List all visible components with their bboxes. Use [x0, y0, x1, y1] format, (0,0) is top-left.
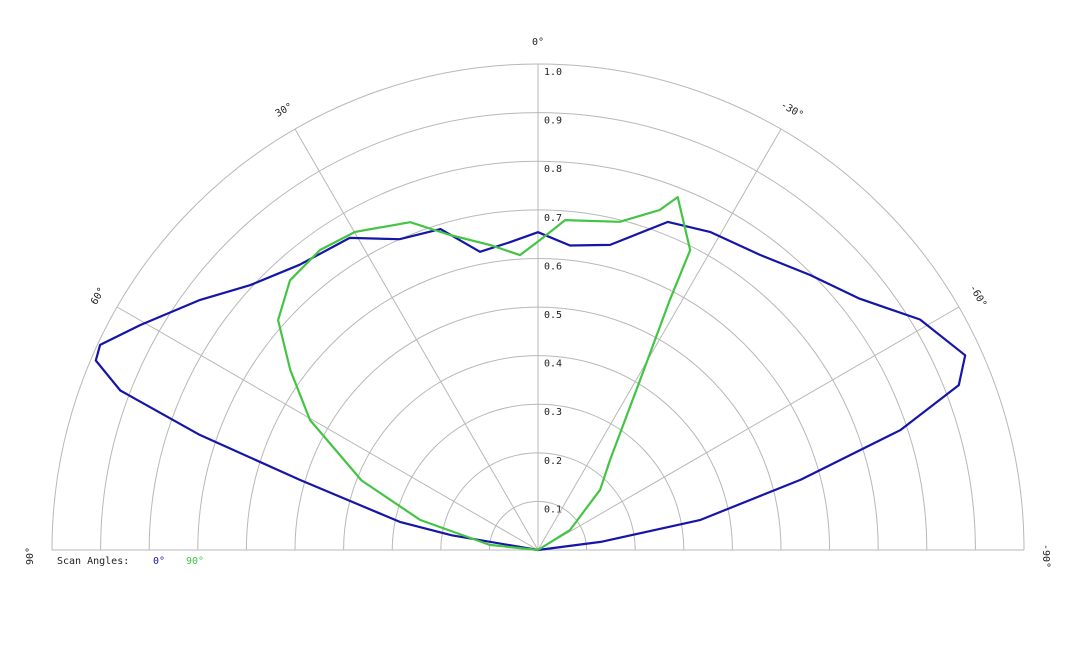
r-tick-label: 0.9 [544, 116, 562, 127]
theta-tick-label: -30° [779, 100, 805, 122]
r-tick-label: 0.1 [544, 504, 562, 515]
theta-tick-label: -60° [967, 283, 989, 309]
r-tick-label: 1.0 [544, 67, 562, 78]
grid-spoke [537, 306, 960, 551]
r-tick-label: 0.3 [544, 407, 562, 418]
grid-spoke [294, 128, 539, 551]
r-tick-label: 0.7 [544, 213, 562, 224]
series-line [277, 196, 692, 552]
r-tick-label: 0.4 [544, 359, 562, 370]
legend-entry: 0° [153, 556, 165, 567]
grid-spoke [116, 306, 539, 551]
r-tick-label: 0.8 [544, 164, 562, 175]
r-tick-label: 0.5 [544, 310, 562, 321]
legend-entry: 90° [186, 556, 204, 567]
r-tick-label: 0.6 [544, 261, 562, 272]
theta-tick-label: 60° [89, 286, 108, 307]
theta-tick-label: 0° [532, 37, 544, 48]
theta-tick-label: 90° [25, 547, 36, 565]
legend-title: Scan Angles: [57, 556, 129, 567]
theta-tick-label: -90° [1040, 544, 1051, 568]
theta-tick-label: 30° [274, 101, 295, 120]
grid-spoke [537, 128, 782, 551]
series-line [94, 220, 967, 552]
r-tick-label: 0.2 [544, 456, 562, 467]
